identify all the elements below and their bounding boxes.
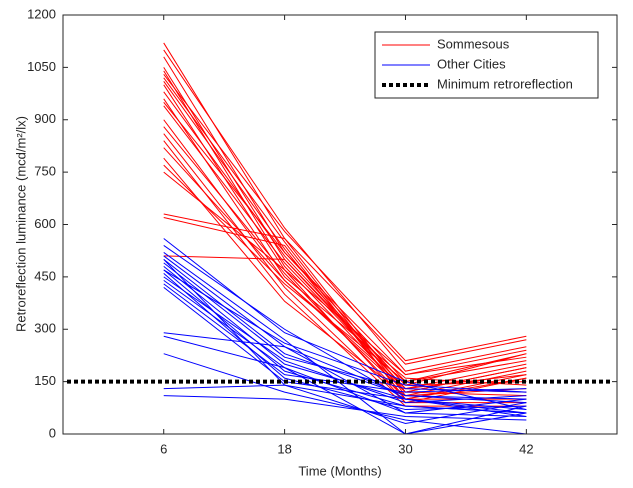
y-tick-label: 750 [34,164,56,179]
series-line [163,81,527,400]
y-axis-label: Retroreflection luminance (mcd/m²/lx) [13,116,28,332]
series-line [163,335,527,418]
series-line [163,269,527,393]
series-line [163,353,527,435]
x-tick-label: 30 [398,441,412,456]
y-tick-label: 600 [34,216,56,231]
series-line [163,164,527,383]
x-tick-label: 18 [277,441,291,456]
series-line [163,56,527,383]
series-line [163,101,527,376]
y-tick-label: 450 [34,268,56,283]
y-tick-label: 1050 [27,59,56,74]
y-tick-label: 900 [34,111,56,126]
series-line [163,238,527,411]
series-line [163,283,527,393]
x-axis-label: Time (Months) [298,463,381,478]
series-line [163,91,527,386]
series-line [163,252,527,435]
series-line [163,384,527,414]
x-tick-label: 42 [519,441,533,456]
x-tick-label: 6 [160,441,167,456]
legend-label: Minimum retroreflection [437,76,573,91]
plot-frame [62,14,618,435]
series-line [163,273,527,411]
legend-label: Sommesous [437,36,510,51]
series-line [163,49,527,372]
series-line [163,42,527,365]
series-line [163,147,527,390]
series-line [163,332,527,400]
y-tick-label: 150 [34,373,56,388]
series-line [163,276,527,404]
series-line [163,213,527,393]
y-tick-label: 300 [34,321,56,336]
series-line [163,255,527,414]
series-line [163,133,527,404]
series-line [163,395,527,421]
y-tick-label: 0 [49,425,56,440]
series-line [163,255,527,386]
series-line [163,259,527,425]
legend-label: Other Cities [437,56,506,71]
series-line [163,157,527,397]
series-line [163,279,527,435]
series-line [163,74,527,362]
legend: Sommesous Other Cities Minimum retroreflec… [374,31,599,99]
y-tick-label: 1200 [27,6,56,21]
